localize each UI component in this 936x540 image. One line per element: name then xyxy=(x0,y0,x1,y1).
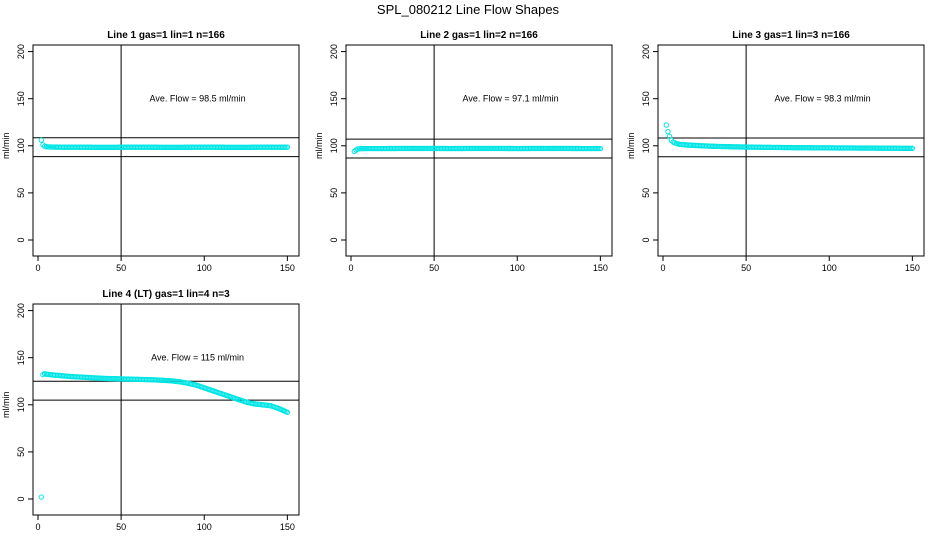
data-point xyxy=(665,128,671,135)
y-tick-label: 150 xyxy=(329,91,339,106)
x-tick-label: 50 xyxy=(116,263,126,273)
y-tick-label: 0 xyxy=(16,237,26,242)
x-tick-label: 150 xyxy=(280,263,295,273)
y-tick-label: 50 xyxy=(641,188,651,198)
x-tick-label: 100 xyxy=(197,522,212,532)
data-point xyxy=(663,122,670,128)
y-tick-label: 150 xyxy=(16,91,26,106)
y-tick-label: 100 xyxy=(641,138,651,153)
plot-frame xyxy=(32,44,300,257)
x-tick-label: 0 xyxy=(660,263,665,273)
y-tick-label: 0 xyxy=(329,237,339,242)
x-tick-label: 0 xyxy=(35,522,40,532)
x-tick-label: 150 xyxy=(593,263,608,273)
data-point xyxy=(284,144,291,150)
panel-title: Line 4 (LT) gas=1 lin=4 n=3 xyxy=(102,289,230,300)
y-tick-label: 50 xyxy=(16,188,26,198)
panel-title: Line 1 gas=1 lin=1 n=166 xyxy=(107,30,225,41)
data-point xyxy=(38,494,45,500)
data-point xyxy=(38,137,45,143)
y-tick-label: 150 xyxy=(641,91,651,106)
x-tick-label: 0 xyxy=(348,263,353,273)
y-tick-label: 50 xyxy=(329,188,339,198)
x-tick-label: 100 xyxy=(822,263,837,273)
y-tick-label: 100 xyxy=(16,138,26,153)
data-point xyxy=(909,145,916,152)
y-axis-label: ml/min xyxy=(1,392,11,419)
figure-title: SPL_080212 Line Flow Shapes xyxy=(377,2,560,17)
data-point xyxy=(597,145,604,152)
x-tick-label: 0 xyxy=(35,263,40,273)
y-tick-label: 100 xyxy=(329,138,339,153)
x-tick-label: 50 xyxy=(429,263,439,273)
y-tick-label: 150 xyxy=(16,350,26,365)
average-flow-annotation: Ave. Flow = 98.5 ml/min xyxy=(150,94,246,104)
x-tick-label: 150 xyxy=(905,263,920,273)
data-point xyxy=(359,145,366,152)
x-tick-label: 100 xyxy=(510,263,525,273)
average-flow-annotation: Ave. Flow = 98.3 ml/min xyxy=(775,94,871,104)
plot-frame xyxy=(657,44,925,257)
panel-4: Line 4 (LT) gas=1 lin=4 n=3 0 50 100 150 0 50 1… xyxy=(1,289,300,532)
y-tick-label: 0 xyxy=(641,237,651,242)
y-tick-label: 200 xyxy=(16,303,26,318)
y-axis-label: ml/min xyxy=(626,133,636,160)
y-tick-label: 200 xyxy=(641,44,651,59)
panels: Line 1 gas=1 lin=1 n=166 0 50 100 150 0 50 100 1… xyxy=(1,30,925,532)
panel-2: Line 2 gas=1 lin=2 n=166 0 50 100 150 0 50 100 1… xyxy=(314,30,613,273)
average-flow-annotation: Ave. Flow = 115 ml/min xyxy=(151,353,244,363)
y-tick-label: 0 xyxy=(16,496,26,501)
x-tick-label: 150 xyxy=(280,522,295,532)
panel-3: Line 3 gas=1 lin=3 n=166 0 50 100 150 0 50 100 1… xyxy=(626,30,925,273)
data-point xyxy=(46,144,53,150)
plot-frame xyxy=(32,303,300,516)
panel-title: Line 3 gas=1 lin=3 n=166 xyxy=(732,30,850,41)
plot-frame xyxy=(345,44,613,257)
x-tick-label: 50 xyxy=(116,522,126,532)
data-point xyxy=(358,145,364,152)
average-flow-annotation: Ave. Flow = 97.1 ml/min xyxy=(463,94,559,104)
y-axis-label: ml/min xyxy=(1,133,11,160)
panel-1: Line 1 gas=1 lin=1 n=166 0 50 100 150 0 50 100 1… xyxy=(1,30,300,273)
data-point xyxy=(284,409,291,416)
y-tick-label: 50 xyxy=(16,447,26,457)
panel-title: Line 2 gas=1 lin=2 n=166 xyxy=(420,30,538,41)
y-tick-label: 100 xyxy=(16,397,26,412)
x-tick-label: 100 xyxy=(197,263,212,273)
y-tick-label: 200 xyxy=(16,44,26,59)
y-tick-label: 200 xyxy=(329,44,339,59)
y-axis-label: ml/min xyxy=(314,133,324,160)
x-tick-label: 50 xyxy=(741,263,751,273)
